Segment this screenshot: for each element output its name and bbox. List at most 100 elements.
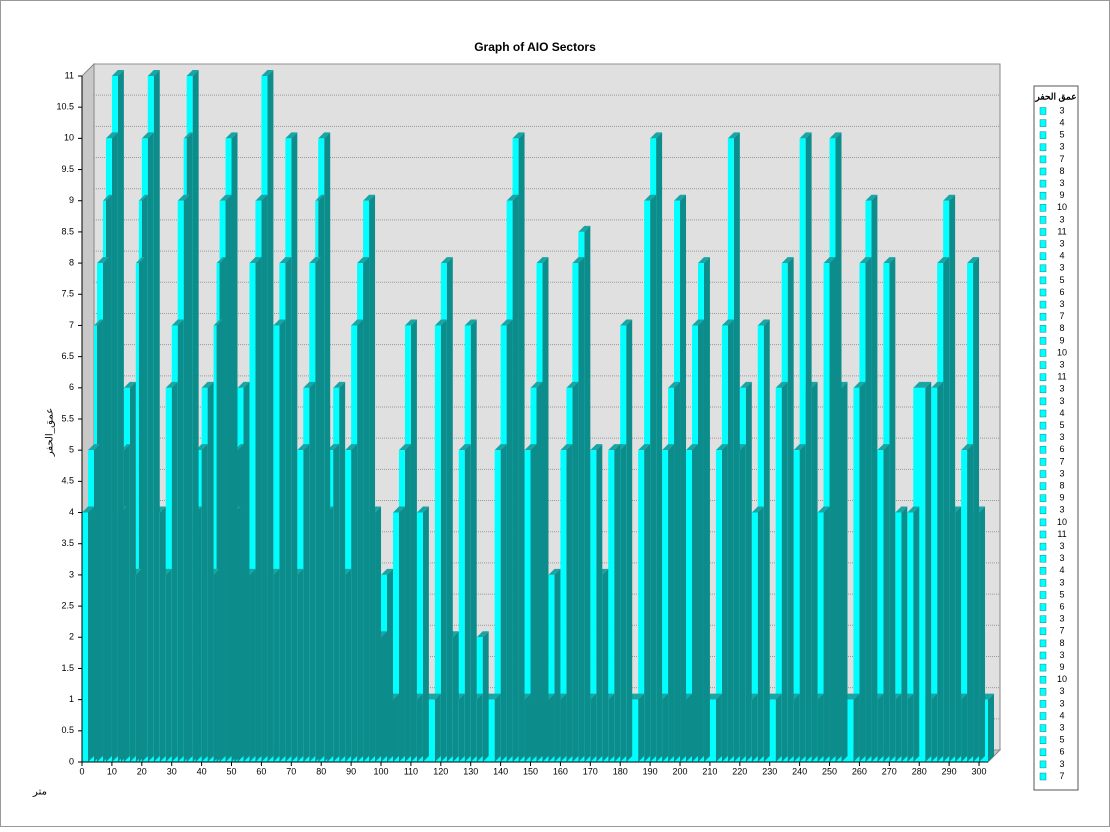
y-tick-label: 2 bbox=[69, 632, 74, 642]
bar-side bbox=[410, 319, 417, 762]
legend-label: 7 bbox=[1059, 626, 1064, 636]
bar-top bbox=[865, 194, 878, 201]
x-tick-label: 180 bbox=[613, 766, 628, 776]
bar-top bbox=[572, 257, 585, 264]
bar-side bbox=[596, 444, 603, 762]
bar-top bbox=[147, 70, 160, 76]
legend-swatch bbox=[1039, 433, 1047, 442]
bar-front bbox=[608, 450, 615, 762]
x-tick-label: 90 bbox=[346, 766, 356, 776]
bar-top bbox=[781, 257, 794, 264]
legend-swatch bbox=[1039, 300, 1047, 309]
bar-front bbox=[213, 325, 217, 762]
legend-label: 3 bbox=[1059, 686, 1064, 696]
bar-side bbox=[213, 568, 220, 762]
legend-label: 5 bbox=[1059, 130, 1064, 140]
bar bbox=[793, 444, 806, 762]
bar-side bbox=[345, 568, 352, 762]
legend-swatch bbox=[1039, 155, 1047, 164]
bar-front bbox=[458, 450, 465, 762]
bar-side bbox=[907, 693, 914, 762]
legend-label: 11 bbox=[1057, 529, 1066, 539]
legend-swatch bbox=[1039, 688, 1047, 696]
legend-swatch bbox=[1039, 675, 1047, 684]
legend-label: 3 bbox=[1059, 553, 1064, 563]
legend-label: 3 bbox=[1059, 541, 1064, 551]
legend-label: 3 bbox=[1059, 722, 1064, 732]
legend-label: 7 bbox=[1059, 771, 1064, 781]
bar-front bbox=[249, 263, 256, 762]
bar-side bbox=[781, 381, 788, 762]
bar-side bbox=[225, 194, 232, 762]
bar-side bbox=[285, 257, 292, 762]
bar-side bbox=[351, 444, 358, 762]
bar-top bbox=[799, 132, 812, 139]
bar bbox=[458, 444, 471, 762]
bar-top bbox=[727, 132, 740, 139]
x-tick-label: 200 bbox=[673, 766, 688, 776]
bar-top bbox=[530, 381, 543, 388]
bar-top bbox=[237, 381, 250, 388]
legend-label: 5 bbox=[1059, 275, 1064, 285]
bar-top bbox=[751, 506, 764, 513]
bar-top bbox=[823, 257, 836, 264]
bar-side bbox=[147, 132, 154, 762]
legend-label: 7 bbox=[1059, 311, 1064, 321]
bar-top bbox=[318, 132, 331, 139]
bar-top bbox=[404, 319, 417, 326]
bar-side bbox=[757, 506, 764, 762]
bar-top bbox=[183, 132, 193, 139]
y-tick-label: 9.5 bbox=[61, 164, 74, 174]
x-tick-label: 260 bbox=[852, 766, 867, 776]
legend-label: 3 bbox=[1059, 105, 1064, 115]
legend-swatch bbox=[1039, 446, 1047, 454]
legend-label: 3 bbox=[1059, 384, 1064, 394]
legend-label: 3 bbox=[1059, 263, 1064, 273]
bar-top bbox=[913, 381, 932, 388]
bar bbox=[961, 444, 974, 762]
bar-side bbox=[901, 506, 908, 762]
x-tick-label: 100 bbox=[373, 766, 388, 776]
y-tick-label: 8.5 bbox=[61, 226, 74, 236]
x-tick-label: 150 bbox=[523, 766, 538, 776]
bar-side bbox=[656, 132, 663, 762]
bar-side bbox=[763, 319, 770, 762]
legend-swatch bbox=[1039, 736, 1047, 744]
bar-side bbox=[662, 693, 669, 762]
bar-top bbox=[961, 444, 974, 451]
bar-side bbox=[297, 568, 304, 762]
bar bbox=[590, 444, 603, 762]
y-tick-label: 3 bbox=[69, 569, 74, 579]
bar-side bbox=[279, 319, 286, 762]
bar bbox=[715, 444, 728, 762]
bar-side bbox=[739, 444, 746, 762]
legend-label: 4 bbox=[1059, 565, 1064, 575]
legend-label: 8 bbox=[1059, 638, 1064, 648]
bar-side bbox=[315, 257, 322, 762]
bar-side bbox=[865, 257, 872, 762]
bar-top bbox=[757, 319, 770, 326]
legend-label: 11 bbox=[1057, 372, 1066, 382]
legend-label: 10 bbox=[1057, 674, 1067, 684]
legend-swatch bbox=[1039, 748, 1047, 757]
bar bbox=[853, 381, 866, 762]
x-tick-label: 30 bbox=[167, 766, 177, 776]
x-tick-label: 160 bbox=[553, 766, 568, 776]
bar-top bbox=[650, 132, 663, 139]
bar-top bbox=[297, 444, 310, 451]
bar-top bbox=[458, 444, 471, 451]
bar-top bbox=[225, 132, 238, 139]
bar-top bbox=[398, 444, 411, 451]
bar-side bbox=[135, 568, 142, 762]
legend-swatch bbox=[1039, 518, 1047, 527]
legend-swatch bbox=[1039, 554, 1047, 563]
y-tick-label: 9 bbox=[69, 195, 74, 205]
bar bbox=[560, 444, 573, 762]
bar-side bbox=[249, 568, 256, 762]
bar-top bbox=[102, 194, 112, 201]
bar-top bbox=[315, 194, 325, 201]
bar-top bbox=[219, 194, 232, 201]
bar-top bbox=[255, 194, 268, 201]
chart-title: Graph of AIO Sectors bbox=[474, 40, 596, 54]
bar-side bbox=[177, 319, 184, 762]
